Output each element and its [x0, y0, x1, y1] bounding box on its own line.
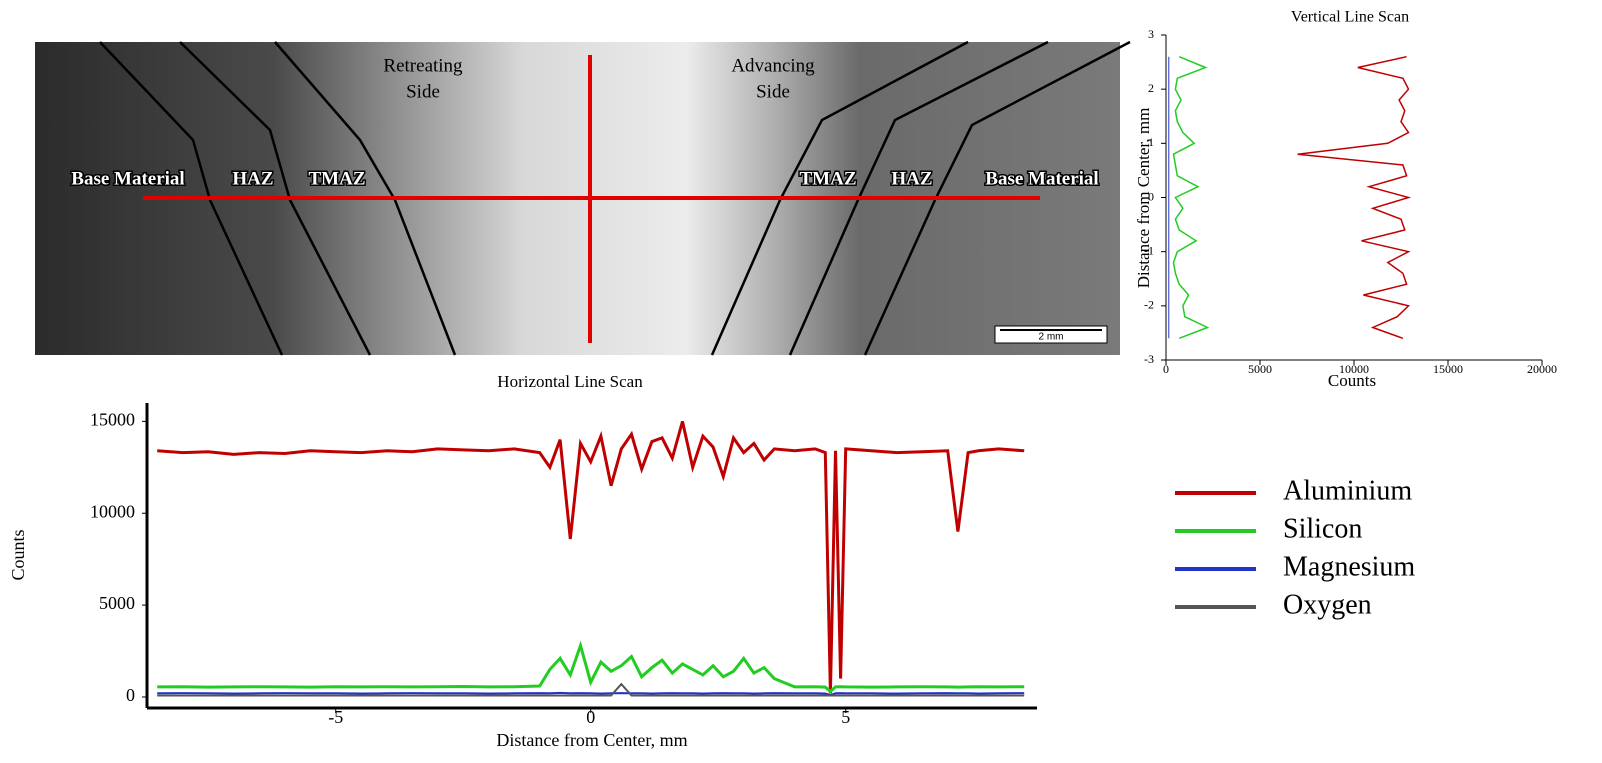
y-tick-label: -3 — [1144, 352, 1154, 366]
zone-label: HAZ — [232, 168, 273, 189]
y-axis-label: Counts — [8, 529, 28, 580]
boundary — [99, 41, 284, 356]
series-line — [157, 691, 1025, 697]
y-tick-label: 0 — [1148, 189, 1154, 203]
series-line — [1172, 56, 1210, 340]
series-line — [157, 682, 1025, 697]
y-tick-label: 0 — [126, 685, 135, 705]
chart-title: Vertical Line Scan — [1291, 9, 1409, 26]
x-tick-label: 0 — [1163, 362, 1169, 376]
scale-bar-label: 2 mm — [1039, 332, 1064, 343]
side-label: Retreating — [383, 55, 463, 76]
micrograph: Retreating Side Advancing Side Base Mate… — [35, 40, 1131, 356]
legend-label: Oxygen — [1283, 589, 1372, 620]
boundary — [710, 40, 969, 356]
zone-label: Base Material — [985, 168, 1098, 189]
boundary — [179, 41, 372, 356]
zone-label: HAZ — [891, 168, 932, 189]
series-line — [157, 640, 1025, 694]
side-label: Side — [756, 81, 790, 102]
x-tick-label: 10000 — [1339, 362, 1369, 376]
legend-label: Aluminium — [1283, 475, 1412, 506]
x-tick-label: 15000 — [1433, 362, 1463, 376]
side-label: Side — [406, 81, 440, 102]
y-tick-label: 3 — [1148, 27, 1154, 41]
y-tick-label: -2 — [1144, 298, 1154, 312]
x-tick-label: -5 — [328, 707, 343, 727]
boundary — [274, 41, 457, 356]
y-tick-label: 2 — [1148, 81, 1154, 95]
x-tick-label: 5 — [841, 707, 850, 727]
y-tick-label: -1 — [1144, 243, 1154, 257]
x-tick-label: 0 — [586, 707, 595, 727]
boundary — [863, 40, 1131, 356]
x-axis-label: Distance from Center, mm — [496, 730, 687, 750]
x-tick-label: 20000 — [1527, 362, 1557, 376]
chart-title: Horizontal Line Scan — [497, 372, 643, 391]
series-line — [157, 420, 1025, 694]
y-tick-label: 15000 — [90, 409, 135, 429]
zone-label: TMAZ — [309, 168, 366, 189]
zone-label: TMAZ — [800, 168, 857, 189]
side-label: Advancing — [731, 55, 815, 76]
y-tick-label: 10000 — [90, 501, 135, 521]
x-tick-label: 5000 — [1248, 362, 1272, 376]
y-axis-label: Distance from Center, mm — [1134, 108, 1153, 289]
y-tick-label: 5000 — [99, 593, 135, 613]
series-line — [1297, 55, 1412, 340]
zone-label: Base Material — [71, 168, 184, 189]
boundary — [788, 40, 1049, 356]
y-tick-label: 1 — [1148, 135, 1154, 149]
legend-label: Magnesium — [1283, 551, 1415, 582]
x-axis-label: Counts — [1328, 371, 1376, 390]
zone-boundaries — [99, 40, 1131, 356]
legend-label: Silicon — [1283, 513, 1362, 544]
